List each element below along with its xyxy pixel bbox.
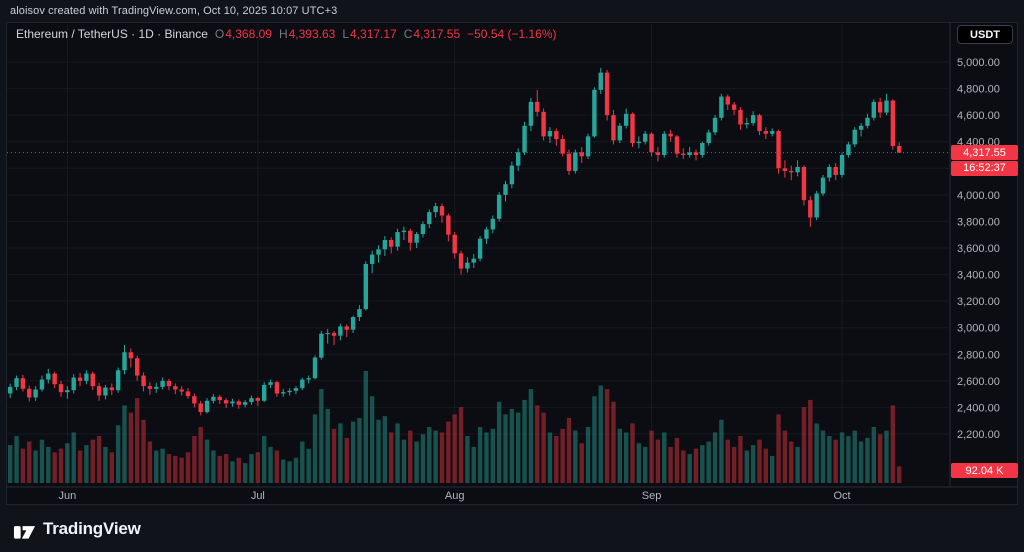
symbol-title[interactable]: Ethereum / TetherUS · 1D · Binance [16, 27, 208, 41]
close-label: C [403, 27, 413, 41]
svg-text:Jul: Jul [251, 490, 265, 502]
svg-text:3,200.00: 3,200.00 [957, 296, 1000, 308]
footer: TradingView [0, 505, 1024, 552]
axis-separators [7, 23, 1017, 488]
ohlc-low: L 4,317.17 [342, 27, 396, 41]
open-label: O [214, 27, 225, 41]
svg-text:2,400.00: 2,400.00 [957, 402, 1000, 414]
high-label: H [278, 27, 288, 41]
svg-text:Jun: Jun [58, 490, 76, 502]
svg-text:3,600.00: 3,600.00 [957, 243, 1000, 255]
tradingview-link[interactable]: TradingView [13, 517, 141, 540]
svg-text:Sep: Sep [642, 490, 662, 502]
high-value: 4,393.63 [288, 27, 336, 41]
svg-text:3,400.00: 3,400.00 [957, 270, 1000, 282]
svg-text:4,000.00: 4,000.00 [957, 190, 1000, 202]
tradingview-logo-icon [13, 526, 36, 539]
time-axis[interactable]: Jun Jul Aug Sep Oct [58, 490, 850, 502]
svg-text:3,800.00: 3,800.00 [957, 216, 1000, 228]
volume-value-badge: 92.04 K [951, 463, 1018, 478]
price-axis[interactable]: 5,000.004,800.004,600.004,400.004,200.00… [957, 57, 1000, 441]
svg-text:3,000.00: 3,000.00 [957, 323, 1000, 335]
low-value: 4,317.17 [350, 27, 397, 41]
svg-text:Oct: Oct [833, 490, 850, 502]
svg-text:Aug: Aug [445, 490, 465, 502]
attribution-text: aloisov created with TradingView.com, Oc… [10, 5, 338, 17]
countdown-badge: 16:52:37 [951, 160, 1018, 176]
open-value: 4,368.09 [225, 27, 272, 41]
chart-panel[interactable] [6, 22, 1018, 505]
svg-text:4,600.00: 4,600.00 [957, 110, 1000, 122]
tradingview-wordmark: TradingView [43, 518, 141, 538]
svg-text:2,800.00: 2,800.00 [957, 349, 1000, 361]
ohlc-open: O 4,368.09 [215, 27, 272, 41]
low-label: L [342, 27, 350, 41]
grid-lines [7, 24, 950, 487]
close-value: 4,317.55 [413, 27, 461, 41]
volume-bars [8, 371, 902, 483]
symbol-legend: Ethereum / TetherUS · 1D · Binance O 4,36… [16, 27, 557, 41]
quote-currency-button[interactable]: USDT [957, 25, 1013, 44]
change-value: −50.54 (−1.16%) [467, 27, 557, 41]
svg-text:4,800.00: 4,800.00 [957, 84, 1000, 96]
svg-text:5,000.00: 5,000.00 [957, 57, 1000, 69]
ohlc-high: H 4,393.63 [279, 27, 335, 41]
last-price-badge: 4,317.55 [951, 145, 1018, 161]
svg-text:2,200.00: 2,200.00 [957, 429, 1000, 441]
ohlc-close: C 4,317.55 [404, 27, 460, 41]
candles [8, 67, 902, 416]
svg-text:2,600.00: 2,600.00 [957, 376, 1000, 388]
